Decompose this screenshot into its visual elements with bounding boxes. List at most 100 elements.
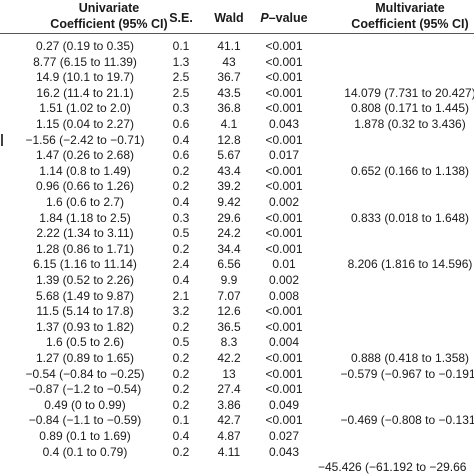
cell-univariate: 14.9 (10.1 to 19.7) [35, 70, 135, 85]
cell-se: 0.5 [172, 226, 190, 241]
table-row: 1.51 (1.02 to 2.0) 0.3 36.8 <0.001 0.808 (0.… [0, 100, 474, 116]
cell-wald: 39.2 [217, 179, 241, 194]
cell-p-value: 0.004 [268, 335, 300, 350]
cell-univariate: 1.51 (1.02 to 2.0) [39, 101, 131, 116]
cell-wald: 9.42 [217, 195, 241, 209]
cell-univariate: 1.27 (0.89 to 1.65) [35, 351, 135, 365]
cell-se: 0.1 [172, 413, 190, 428]
table-row: 16.2 (11.4 to 21.1) 2.5 43.5 <0.001 14.079 (… [0, 85, 474, 101]
cell-univariate: 0.4 (0.1 to 0.79) [42, 444, 128, 459]
cell-se: 2.5 [172, 70, 190, 85]
header-multivariate: Multivariate Coefficient (95% CI) [330, 0, 474, 32]
header-multivariate-line2: Coefficient (95% CI) [351, 17, 469, 31]
cell-se: 0.4 [172, 132, 190, 147]
cell-se: 3.2 [172, 304, 190, 319]
table-row: 1.37 (0.93 to 1.82) 0.2 36.5 <0.001 [0, 319, 474, 335]
cell-wald: 36.7 [217, 70, 241, 85]
cell-wald: 7.07 [217, 288, 241, 303]
cell-wald: 42.7 [217, 413, 241, 428]
header-divider [0, 33, 474, 34]
cell-se: 0.4 [172, 195, 190, 209]
header-p-value: P–value [250, 10, 318, 26]
cell-univariate: 1.6 (0.5 to 2.6) [45, 335, 125, 350]
cell-p-value: 0.049 [268, 397, 300, 412]
cell-univariate: 1.28 (0.86 to 1.71) [35, 241, 135, 256]
cell-p-value: <0.001 [265, 226, 303, 241]
cell-p-value: <0.001 [265, 241, 303, 256]
cell-wald: 5.67 [217, 148, 241, 163]
cell-multivariate: 0.888 (0.418 to 1.358) [350, 351, 470, 365]
cell-se: 0.6 [172, 117, 190, 131]
table-row: 2.22 (1.34 to 3.11) 0.5 24.2 <0.001 [0, 225, 474, 241]
margin-mark [1, 134, 3, 146]
table-row: −0.84 (−1.1 to −0.59) 0.1 42.7 <0.001 −0.469… [0, 412, 474, 428]
cell-se: 0.2 [172, 444, 190, 459]
cell-wald: 41.1 [217, 39, 241, 53]
cell-wald: 12.6 [217, 304, 241, 319]
table-row: 0.96 (0.66 to 1.26) 0.2 39.2 <0.001 [0, 178, 474, 194]
cell-p-value: <0.001 [265, 382, 303, 397]
cell-se: 2.1 [172, 288, 190, 303]
cell-wald: 4.1 [220, 117, 238, 131]
header-wald: Wald [214, 11, 244, 25]
cell-wald: 34.4 [217, 241, 241, 256]
cell-p-value: <0.001 [265, 39, 303, 53]
cell-p-value: 0.01 [272, 257, 296, 272]
table-row: 1.28 (0.86 to 1.71) 0.2 34.4 <0.001 [0, 241, 474, 257]
table-row: −0.87 (−1.2 to −0.54) 0.2 27.4 <0.001 [0, 381, 474, 397]
cell-univariate: 1.47 (0.26 to 2.68) [35, 148, 135, 163]
cell-wald: 36.5 [217, 319, 241, 334]
cell-multivariate: 0.833 (0.018 to 1.648) [350, 210, 470, 225]
cell-se: 0.2 [172, 319, 190, 334]
cell-se: 0.2 [172, 163, 190, 178]
cell-wald: 8.3 [220, 335, 238, 350]
cell-p-value: <0.001 [265, 85, 303, 100]
cell-se: 0.5 [172, 335, 190, 350]
cell-p-value: <0.001 [265, 304, 303, 319]
table-row: 1.84 (1.18 to 2.5) 0.3 29.6 <0.001 0.833 (0.… [0, 210, 474, 226]
cell-p-value: <0.001 [265, 210, 303, 225]
cell-p-value: <0.001 [265, 351, 303, 365]
table-row: −0.54 (−0.84 to −0.25) 0.2 13 <0.001 −0.579 … [0, 366, 474, 382]
table-row: 1.14 (0.8 to 1.49) 0.2 43.4 <0.001 0.652 (0.… [0, 163, 474, 179]
table-row: 0.27 (0.19 to 0.35) 0.1 41.1 <0.001 [0, 38, 474, 54]
cell-multivariate: 8.206 (1.816 to 14.596) [347, 257, 473, 272]
cell-univariate: 16.2 (11.4 to 21.1) [36, 85, 134, 100]
cell-p-value: 0.027 [268, 429, 300, 443]
cell-univariate: −0.87 (−1.2 to −0.54) [28, 382, 142, 397]
cell-se: 0.1 [172, 39, 190, 53]
cell-univariate: 0.49 (0 to 0.99) [44, 397, 126, 412]
cell-univariate: 0.96 (0.66 to 1.26) [35, 179, 135, 194]
table-row: 1.39 (0.52 to 2.26) 0.4 9.9 0.002 [0, 272, 474, 288]
cell-p-value: 0.017 [268, 148, 300, 163]
cell-wald: 29.6 [217, 210, 241, 225]
cell-p-value: <0.001 [265, 101, 303, 116]
cell-multivariate: 14.079 (7.731 to 20.427) [344, 85, 474, 100]
cell-multivariate: −0.579 (−0.967 to −0.191) [340, 366, 474, 381]
cell-wald: 42.2 [217, 351, 241, 365]
table-row: 14.9 (10.1 to 19.7) 2.5 36.7 <0.001 [0, 69, 474, 85]
cell-univariate: 11.5 (5.14 to 17.8) [36, 304, 134, 319]
header-univariate: Univariate Coefficient (95% CI) [24, 0, 194, 32]
cell-p-value: 0.043 [268, 444, 300, 459]
cell-se: 0.2 [172, 351, 190, 365]
cell-se: 2.4 [172, 257, 190, 272]
cell-se: 0.4 [172, 273, 190, 287]
cell-wald: 9.9 [220, 273, 238, 287]
table-row: 0.4 (0.1 to 0.79) 0.2 4.11 0.043 [0, 444, 474, 460]
table-row: 1.27 (0.89 to 1.65) 0.2 42.2 <0.001 0.888 (0… [0, 350, 474, 366]
cell-wald: 13 [222, 366, 236, 381]
cell-univariate: −1.56 (−2.42 to −0.71) [25, 132, 145, 147]
cell-univariate: 1.39 (0.52 to 2.26) [35, 273, 135, 287]
header-p-rest: –value [268, 11, 308, 25]
cell-univariate: 1.84 (1.18 to 2.5) [39, 210, 131, 225]
header-univariate-line1: Univariate [78, 1, 140, 15]
table-row: 1.6 (0.6 to 2.7) 0.4 9.42 0.002 [0, 194, 474, 210]
cell-univariate: 1.14 (0.8 to 1.49) [39, 163, 131, 178]
header-univariate-line2: Coefficient (95% CI) [50, 17, 168, 31]
cell-wald: 6.56 [217, 257, 241, 272]
cell-wald: 43 [222, 54, 236, 69]
cell-multivariate: −0.469 (−0.808 to −0.131) [340, 413, 474, 428]
cell-multivariate: −45.426 (−61.192 to −29.66 [318, 460, 467, 474]
table-row: 0.49 (0 to 0.99) 0.2 3.86 0.049 [0, 397, 474, 413]
